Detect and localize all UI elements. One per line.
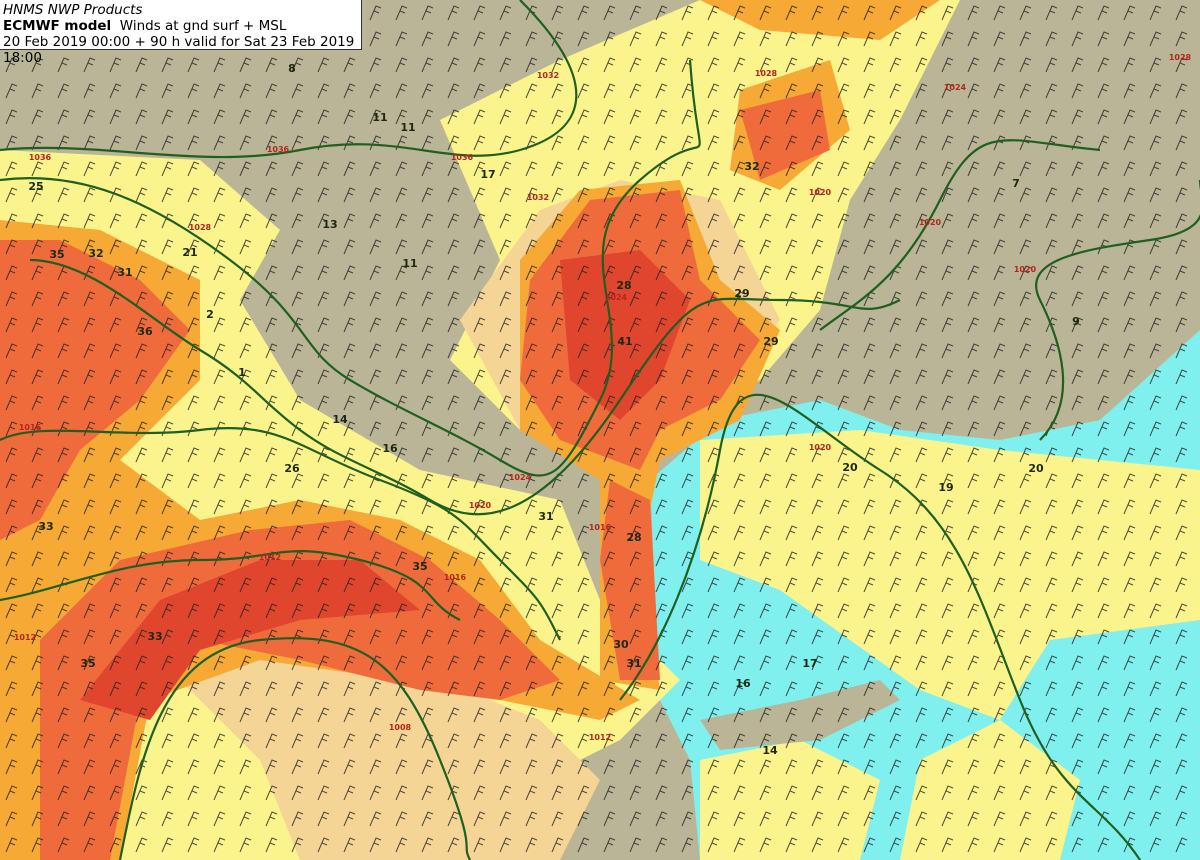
wind-speed-label: 33: [147, 630, 162, 643]
isobar-pressure-label: 1028: [189, 223, 212, 232]
wind-speed-label: 17: [480, 168, 495, 181]
wind-speed-label: 28: [616, 279, 631, 292]
isobar-pressure-label: 1020: [919, 218, 942, 227]
isobar-pressure-label: 1032: [527, 193, 549, 202]
wind-speed-label: 33: [38, 520, 53, 533]
isobar-pressure-label: 1016: [589, 523, 612, 532]
wind-speed-label: 14: [762, 744, 778, 757]
wind-speed-label: 7: [1012, 177, 1020, 190]
wind-speed-label: 13: [322, 218, 337, 231]
wind-speed-label: 36: [137, 325, 153, 338]
isobar-pressure-label: 1008: [389, 723, 412, 732]
isobar-pressure-label: 1020: [809, 443, 832, 452]
isobar-pressure-label: 1012: [589, 733, 611, 742]
wind-speed-label: 16: [382, 442, 398, 455]
isobar-line: [819, 139, 1101, 331]
wind-speed-label: 1: [238, 366, 246, 379]
wind-speed-label: 35: [80, 657, 95, 670]
validity-label: 20 Feb 2019 00:00 + 90 h valid for Sat 2…: [3, 34, 355, 66]
model-label: ECMWF model: [3, 18, 112, 34]
wind-speed-label: 17: [802, 657, 817, 670]
wind-speed-label: 41: [617, 335, 632, 348]
isobar-pressure-label: 1036: [29, 153, 52, 162]
wind-speed-label: 28: [626, 531, 641, 544]
isobar-pressure-label: 1016: [19, 423, 42, 432]
wind-speed-label: 29: [763, 335, 778, 348]
wind-speed-label: 32: [88, 247, 103, 260]
wind-speed-label: 16: [735, 677, 751, 690]
isobar-pressure-label: 1036: [267, 145, 290, 154]
producer-label: HNMS NWP Products: [3, 2, 143, 18]
isobar-pressure-label: 1036: [451, 153, 474, 162]
isobar-pressure-label: 1028: [755, 69, 778, 78]
wind-speed-label: 31: [626, 657, 641, 670]
wind-speed-label: 11: [402, 257, 417, 270]
isobar-pressure-label: 1032: [537, 71, 559, 80]
isobar-line: [118, 637, 471, 860]
isobar-line: [29, 258, 901, 516]
wind-speed-label: 35: [49, 248, 64, 261]
isobar-pressure-label: 1020: [469, 501, 492, 510]
isobar-line: [0, 426, 561, 641]
isobar-pressure-label: 1020: [809, 188, 832, 197]
wind-speed-label: 2: [206, 308, 214, 321]
isobar-pressure-label: 1012: [14, 633, 36, 642]
wind-speed-label: 11: [372, 111, 387, 124]
product-label: Winds at gnd surf + MSL: [119, 18, 287, 34]
isobar-line: [619, 393, 1141, 860]
wind-speed-label: 32: [744, 160, 759, 173]
isobar-line: [0, 0, 578, 159]
wind-speed-label: 20: [1028, 462, 1044, 475]
wind-speed-label: 11: [400, 121, 415, 134]
wind-speed-label: 35: [412, 560, 427, 573]
isobar-line: [0, 550, 461, 621]
isobar-pressure-label: 1016: [444, 573, 467, 582]
isobar-pressure-label: 1024: [605, 293, 628, 302]
isobar-pressure-label: 1012: [259, 553, 281, 562]
wind-speed-label: 9: [1072, 315, 1080, 328]
title-box: HNMS NWP Products ECMWF model Winds at g…: [0, 0, 362, 66]
isobar-line: [0, 59, 701, 477]
isobar-pressure-label: 1024: [944, 83, 967, 92]
wind-speed-label: 31: [117, 266, 132, 279]
wind-speed-label: 31: [538, 510, 553, 523]
wind-speed-label: 21: [182, 246, 197, 259]
wind-speed-label: 19: [938, 481, 953, 494]
isobar-pressure-label: 1028: [1169, 53, 1192, 62]
wind-speed-label: 30: [613, 638, 629, 651]
wind-speed-label: 25: [28, 180, 43, 193]
wind-speed-label: 8: [288, 62, 296, 75]
isobar-pressure-label: 1020: [1014, 265, 1037, 274]
wind-speed-label: 29: [734, 287, 749, 300]
wind-speed-label: 14: [332, 413, 348, 426]
wind-speed-label: 20: [842, 461, 858, 474]
wind-speed-label: 26: [284, 462, 300, 475]
isobar-pressure-label: 1024: [509, 473, 532, 482]
